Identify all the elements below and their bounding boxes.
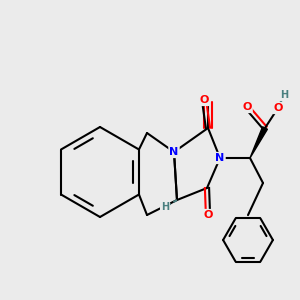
- Text: N: N: [215, 153, 225, 163]
- Text: O: O: [242, 102, 252, 112]
- Text: O: O: [203, 210, 213, 220]
- Text: O: O: [199, 95, 209, 105]
- Text: H: H: [280, 90, 288, 100]
- Text: N: N: [169, 147, 178, 157]
- Polygon shape: [250, 127, 267, 158]
- Text: O: O: [273, 103, 283, 113]
- Text: H: H: [161, 202, 169, 212]
